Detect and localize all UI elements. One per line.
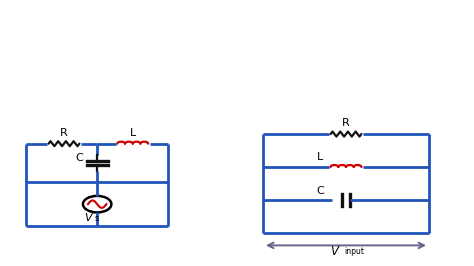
Text: R: R [60,128,68,138]
Text: input: input [345,247,365,256]
Text: L: L [317,152,323,162]
Text: s: s [94,214,99,223]
Text: V: V [84,213,91,223]
Text: R: R [342,118,350,128]
Text: C: C [75,153,83,163]
Text: L: L [129,128,136,138]
Text: C: C [316,186,324,196]
Text: RLC parallel network: RLC parallel network [143,77,331,92]
Text: Single Phase AC Supply applied to: Single Phase AC Supply applied to [82,30,392,45]
Text: V: V [330,245,338,258]
